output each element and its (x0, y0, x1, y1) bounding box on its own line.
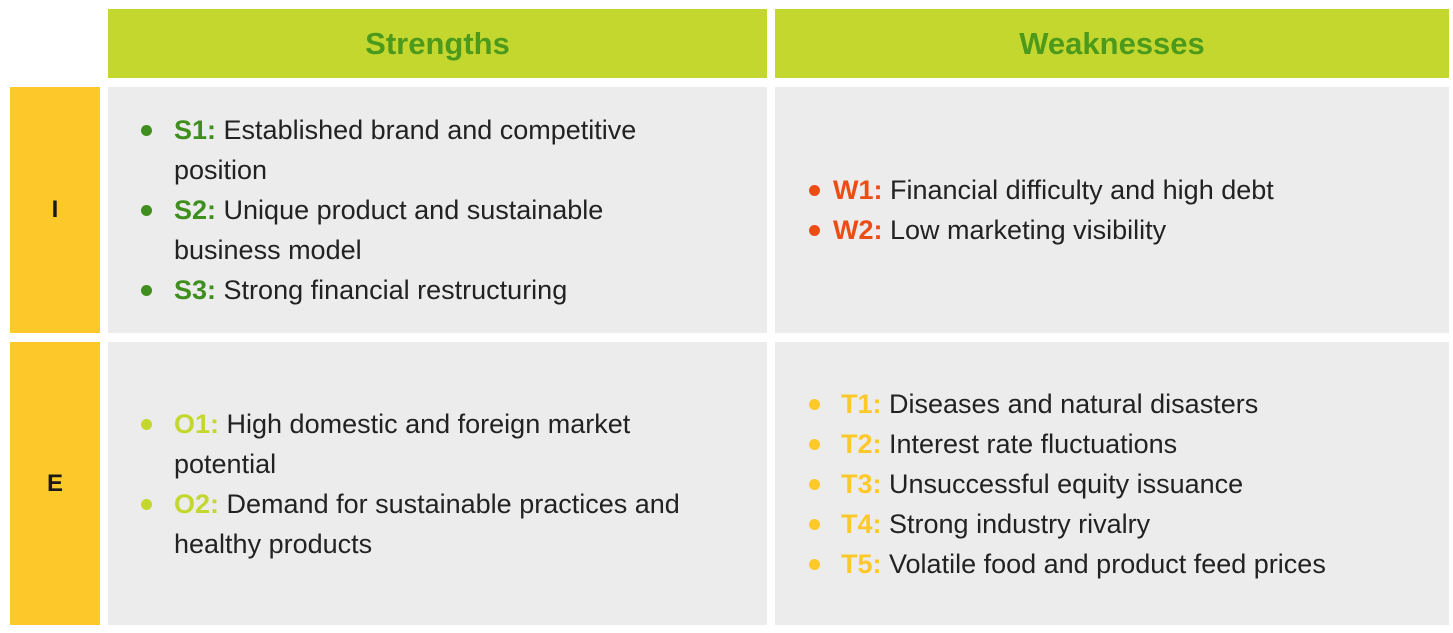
item-code: T1: (841, 388, 882, 419)
header-weaknesses: Weaknesses (775, 9, 1449, 78)
threats-list: T1: Diseases and natural disasters T2: I… (775, 384, 1449, 584)
item-text: Financial difficulty and high debt (890, 175, 1274, 205)
header-strengths-label: Strengths (365, 25, 510, 61)
bullet-dot (141, 498, 152, 510)
item-code: S3: (174, 275, 217, 305)
list-item: W2: Low marketing visibility (775, 210, 1449, 250)
item-code: S1: (174, 115, 217, 145)
bullet-dot (141, 418, 152, 430)
threats-cell: T1: Diseases and natural disasters T2: I… (775, 342, 1449, 625)
list-item: O1: High domestic and foreign market pot… (108, 404, 737, 484)
bullet-dot (809, 225, 820, 236)
header-weaknesses-label: Weaknesses (1019, 25, 1205, 61)
item-code: T5: (841, 548, 882, 579)
header-strengths: Strengths (108, 9, 767, 78)
strengths-list: S1: Established brand and competitive po… (108, 110, 707, 310)
list-item: O2: Demand for sustainable practices and… (108, 484, 737, 564)
item-text: Volatile food and product feed prices (889, 548, 1326, 579)
item-code: O2: (174, 488, 220, 519)
list-item: T5: Volatile food and product feed price… (775, 544, 1449, 584)
bullet-dot (809, 558, 820, 570)
item-code: T2: (841, 428, 882, 459)
list-item: T4: Strong industry rivalry (775, 504, 1449, 544)
bullet-dot (809, 185, 820, 196)
opportunities-cell: O1: High domestic and foreign market pot… (108, 342, 767, 625)
item-text: Established brand and competitive positi… (174, 115, 637, 185)
list-item: S3: Strong financial restructuring (108, 270, 707, 310)
item-code: O1: (174, 408, 220, 439)
item-code: W2: (833, 215, 883, 245)
item-text: Unique product and sustainable business … (174, 195, 604, 265)
item-code: S2: (174, 195, 217, 225)
opportunities-list: O1: High domestic and foreign market pot… (108, 404, 737, 564)
item-text: High domestic and foreign market potenti… (174, 408, 631, 479)
item-text: Strong financial restructuring (223, 275, 568, 305)
list-item: T2: Interest rate fluctuations (775, 424, 1449, 464)
item-text: Demand for sustainable practices and hea… (174, 488, 680, 559)
list-item: T3: Unsuccessful equity issuance (775, 464, 1449, 504)
bullet-dot (809, 518, 820, 530)
row-label-internal: I (10, 87, 100, 333)
row-label-internal-text: I (51, 196, 59, 223)
strengths-cell: S1: Established brand and competitive po… (108, 87, 767, 333)
item-text: Unsuccessful equity issuance (889, 468, 1244, 499)
bullet-dot (809, 398, 820, 410)
list-item: S1: Established brand and competitive po… (108, 110, 707, 190)
row-label-external: E (10, 342, 100, 625)
item-code: T3: (841, 468, 882, 499)
item-code: W1: (833, 175, 883, 205)
item-text: Diseases and natural disasters (889, 388, 1259, 419)
item-text: Strong industry rivalry (889, 508, 1151, 539)
list-item: T1: Diseases and natural disasters (775, 384, 1449, 424)
weaknesses-cell: W1: Financial difficulty and high debt W… (775, 87, 1449, 333)
bullet-dot (141, 285, 152, 296)
item-text: Interest rate fluctuations (889, 428, 1178, 459)
row-label-external-text: E (46, 469, 63, 497)
bullet-dot (141, 205, 152, 216)
bullet-dot (141, 125, 152, 136)
item-code: T4: (841, 508, 882, 539)
item-text: Low marketing visibility (890, 215, 1167, 245)
list-item: S2: Unique product and sustainable busin… (108, 190, 707, 270)
bullet-dot (809, 478, 820, 490)
list-item: W1: Financial difficulty and high debt (775, 170, 1449, 210)
weaknesses-list: W1: Financial difficulty and high debt W… (775, 170, 1449, 250)
bullet-dot (809, 438, 820, 450)
